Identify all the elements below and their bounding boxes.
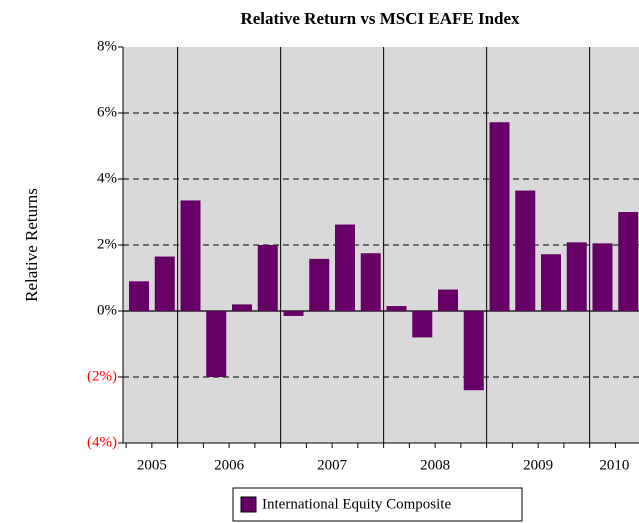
bar	[489, 122, 510, 312]
x-tick-label: 2006	[214, 457, 245, 473]
bar	[566, 242, 587, 311]
legend-swatch	[240, 496, 257, 513]
x-tick-label: 2010	[599, 457, 629, 473]
bar	[206, 311, 227, 377]
legend-box	[232, 487, 523, 522]
bar	[438, 289, 458, 311]
bar	[360, 253, 381, 311]
bar	[463, 311, 484, 391]
y-tick-label: 0%	[97, 302, 117, 318]
bar	[129, 281, 149, 311]
bar	[180, 200, 201, 311]
x-tick-label: 2005	[137, 457, 167, 473]
bar	[541, 254, 561, 311]
bar	[412, 311, 433, 338]
bar	[335, 224, 355, 311]
bar	[618, 212, 639, 311]
bar	[232, 304, 252, 311]
legend: International Equity Composite	[232, 487, 523, 522]
chart-title: Relative Return vs MSCI EAFE Index	[240, 9, 520, 28]
x-tick-label: 2008	[420, 457, 450, 473]
y-tick-label: 6%	[97, 104, 117, 120]
y-tick-label: (4%)	[87, 434, 117, 450]
y-tick-label: 8%	[97, 38, 117, 54]
legend-label: International Equity Composite	[262, 496, 451, 512]
y-tick-label: 2%	[97, 236, 117, 252]
y-axis-label: Relative Returns	[22, 188, 41, 302]
bar	[592, 243, 613, 311]
bar	[386, 306, 407, 311]
bar	[154, 256, 175, 311]
y-tick-label: 4%	[97, 170, 117, 186]
x-tick-label: 2007	[317, 457, 348, 473]
bar	[283, 311, 304, 316]
bar	[309, 258, 330, 311]
bar	[257, 245, 278, 311]
y-tick-label: (2%)	[87, 368, 117, 384]
x-tick-label: 2009	[523, 457, 553, 473]
bar	[515, 190, 536, 311]
